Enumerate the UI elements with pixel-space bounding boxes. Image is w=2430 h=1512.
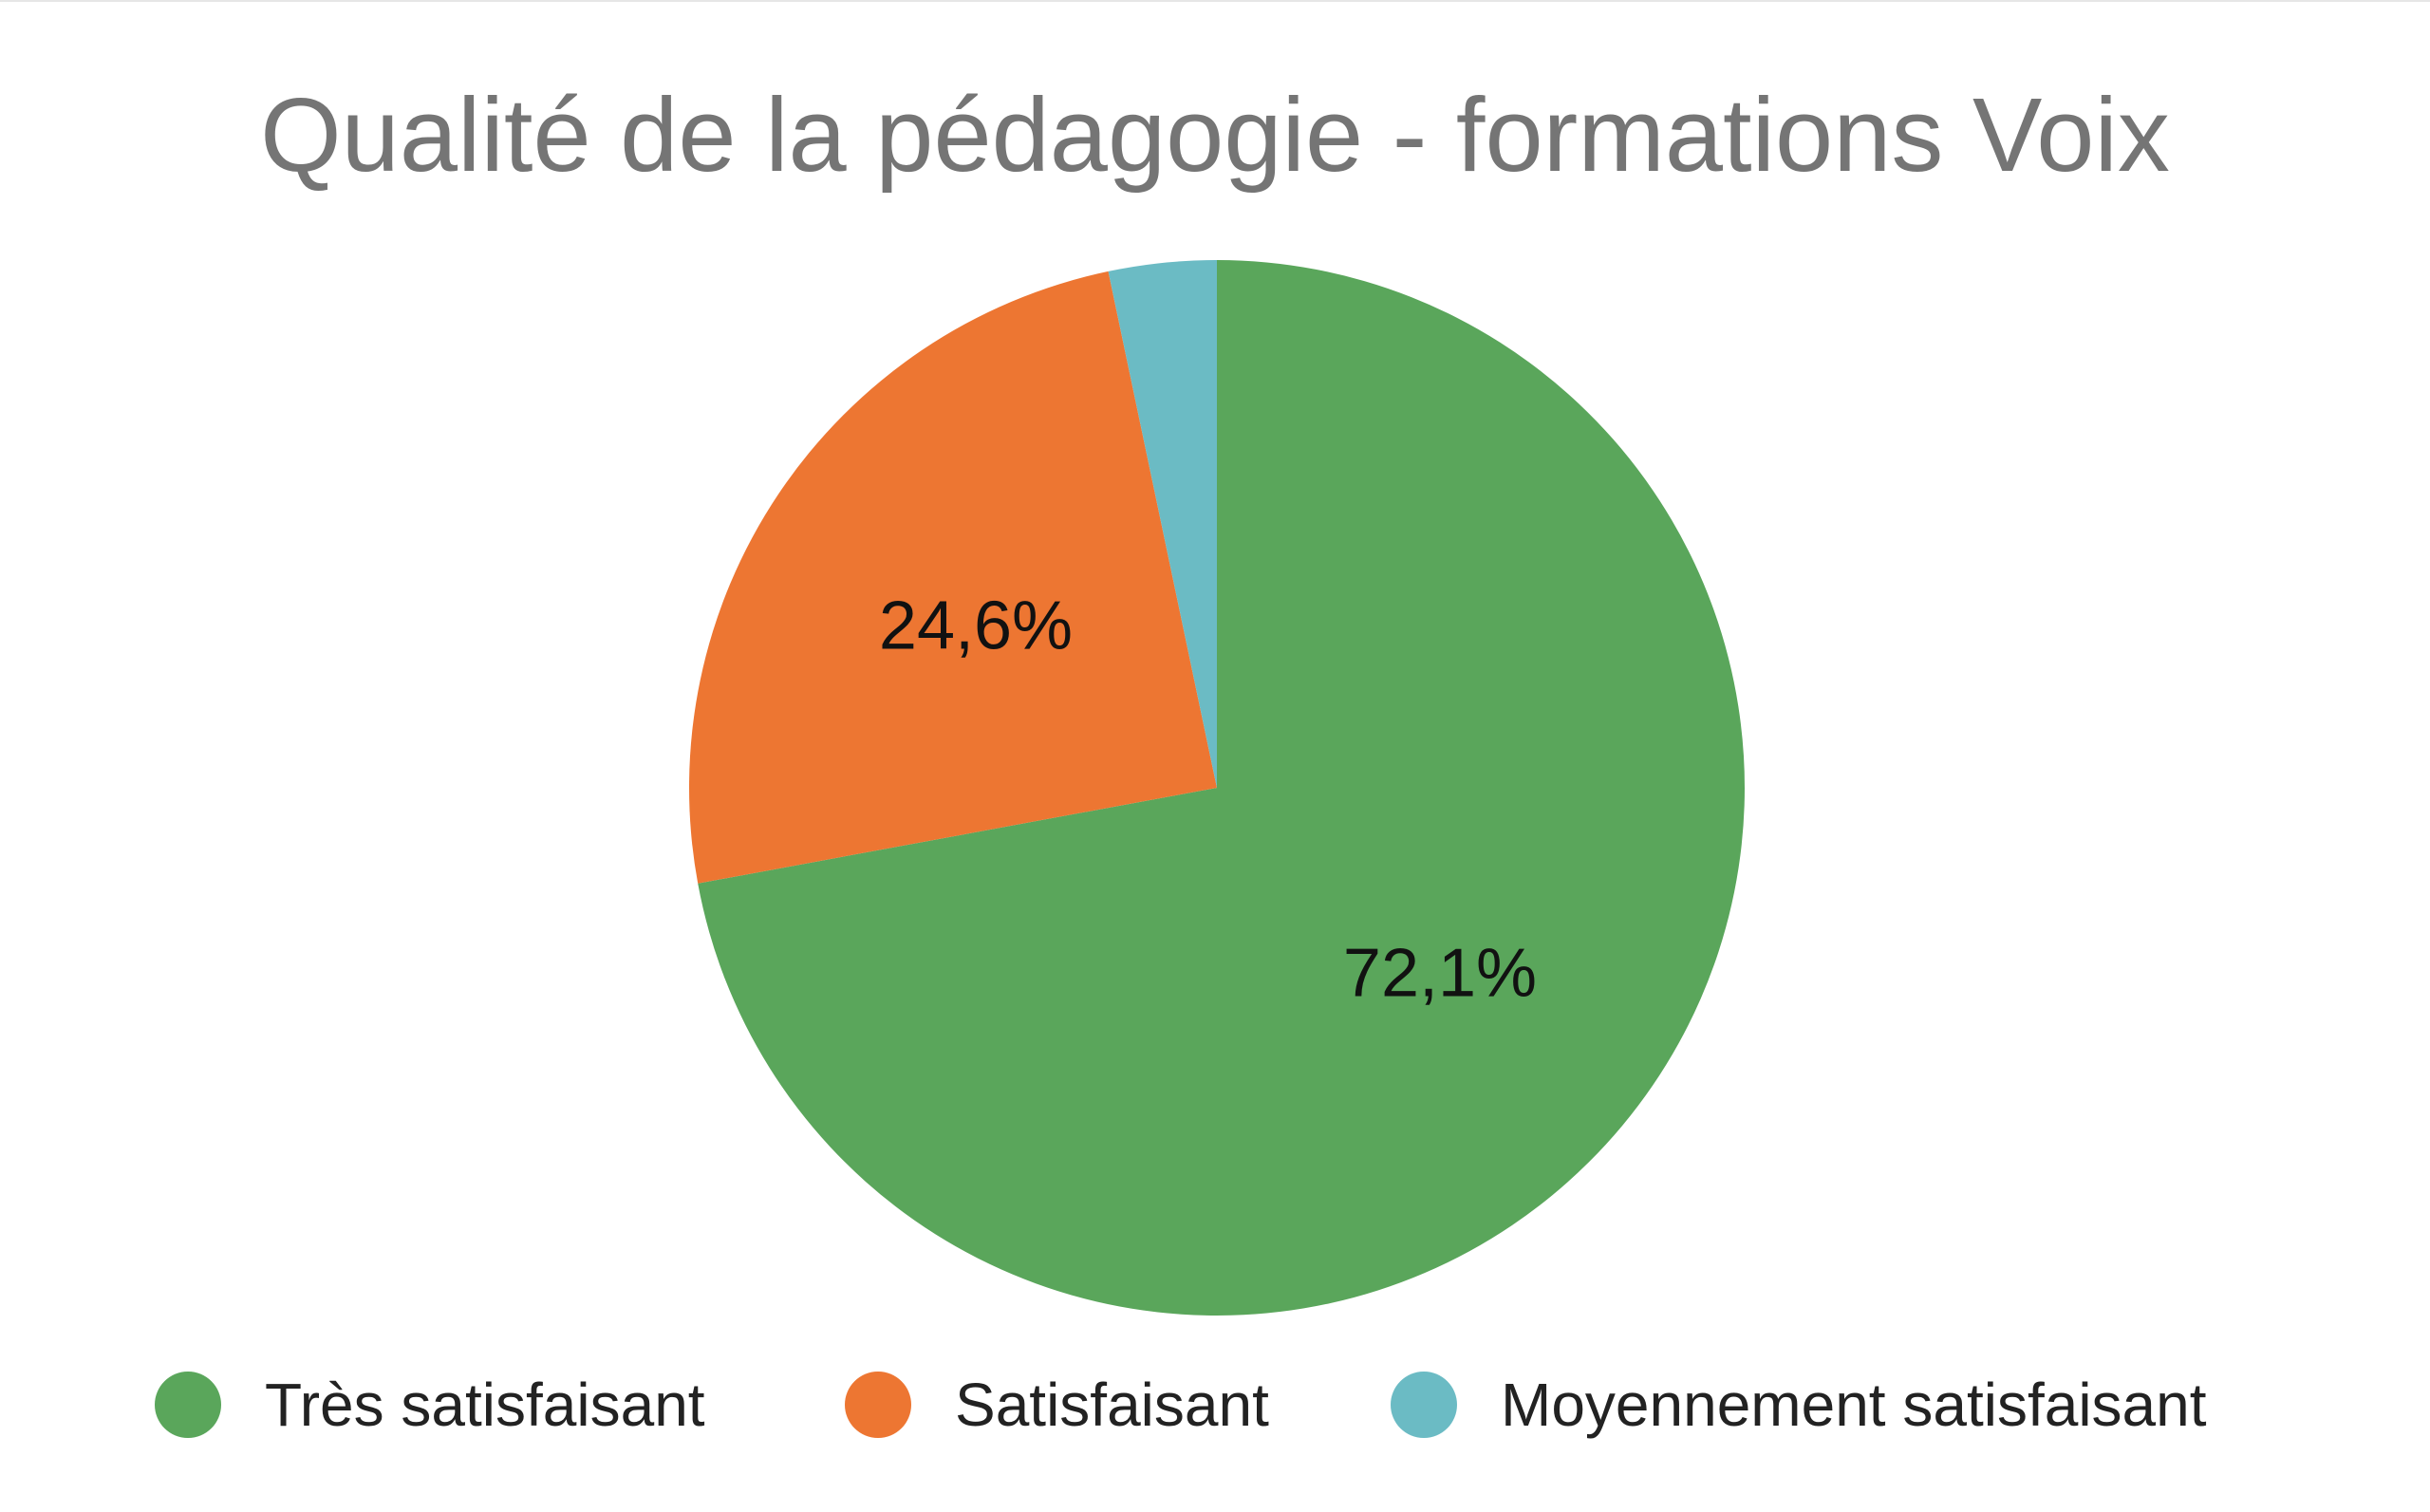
pie-slice-moyennement-satisfaisant[interactable] bbox=[1108, 260, 1217, 788]
legend-label-satisfaisant: Satisfaisant bbox=[955, 1371, 1269, 1439]
legend-swatch-tres-satisfaisant bbox=[155, 1372, 221, 1438]
pie-data-labels: 72,1% 24,6% bbox=[879, 588, 1537, 1012]
legend-item-moyennement-satisfaisant[interactable]: Moyennement satisfaisant bbox=[1391, 1357, 2207, 1452]
legend: Très satisfaisant Satisfaisant Moyenneme… bbox=[0, 1357, 2430, 1452]
data-label-satisfaisant: 24,6% bbox=[879, 588, 1073, 664]
pie-slice-tres-satisfaisant[interactable] bbox=[698, 260, 1745, 1316]
legend-swatch-moyennement-satisfaisant bbox=[1391, 1372, 1457, 1438]
legend-item-tres-satisfaisant[interactable]: Très satisfaisant bbox=[155, 1357, 705, 1452]
pie-slices bbox=[689, 260, 1745, 1316]
legend-swatch-satisfaisant bbox=[845, 1372, 911, 1438]
legend-item-satisfaisant[interactable]: Satisfaisant bbox=[845, 1357, 1269, 1452]
legend-label-moyennement-satisfaisant: Moyennement satisfaisant bbox=[1501, 1371, 2207, 1439]
legend-label-tres-satisfaisant: Très satisfaisant bbox=[265, 1371, 705, 1439]
data-label-tres-satisfaisant: 72,1% bbox=[1343, 936, 1537, 1012]
chart-title: Qualité de la pédagogie - formations Voi… bbox=[260, 77, 2170, 194]
pie-slice-satisfaisant[interactable] bbox=[689, 271, 1217, 884]
